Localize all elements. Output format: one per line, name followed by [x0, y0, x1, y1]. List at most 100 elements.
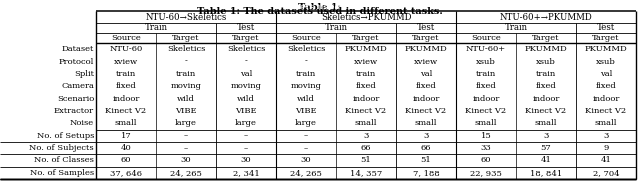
- Text: Train: Train: [504, 24, 527, 33]
- Text: –: –: [244, 132, 248, 140]
- Text: train: train: [476, 70, 496, 78]
- Text: small: small: [355, 119, 377, 127]
- Text: 3: 3: [364, 132, 369, 140]
- Text: Test: Test: [237, 24, 255, 33]
- Text: small: small: [115, 119, 137, 127]
- Text: 18, 841: 18, 841: [530, 169, 562, 177]
- Text: Table 1: The datasets used in different tasks.: Table 1: The datasets used in different …: [197, 7, 443, 16]
- Text: NTU-60: NTU-60: [109, 45, 143, 53]
- Text: –: –: [184, 144, 188, 152]
- Text: small: small: [595, 119, 617, 127]
- Text: VIBE: VIBE: [175, 107, 197, 115]
- Text: fixed: fixed: [116, 82, 136, 90]
- Text: Train: Train: [145, 24, 168, 33]
- Text: Table 1:: Table 1:: [298, 3, 342, 12]
- Text: Scenario: Scenario: [57, 95, 94, 103]
- Text: Kinect V2: Kinect V2: [586, 107, 627, 115]
- Text: Camera: Camera: [61, 82, 94, 90]
- Text: moving: moving: [291, 82, 321, 90]
- Text: Skeletics: Skeletics: [287, 45, 325, 53]
- Text: Skeletics: Skeletics: [227, 45, 265, 53]
- Text: wild: wild: [297, 95, 315, 103]
- Text: No. of Subjects: No. of Subjects: [29, 144, 94, 152]
- Text: PKUMMD: PKUMMD: [584, 45, 627, 53]
- Text: xview: xview: [354, 58, 378, 66]
- Text: 30: 30: [301, 156, 311, 165]
- Text: moving: moving: [170, 82, 202, 90]
- Text: large: large: [175, 119, 197, 127]
- Text: 22, 935: 22, 935: [470, 169, 502, 177]
- Text: Dataset: Dataset: [61, 45, 94, 53]
- Text: small: small: [475, 119, 497, 127]
- Text: 51: 51: [420, 156, 431, 165]
- Text: xview: xview: [414, 58, 438, 66]
- Text: xsub: xsub: [536, 58, 556, 66]
- Text: 2, 704: 2, 704: [593, 169, 620, 177]
- Text: Table 1: The datasets used in different tasks.: Table 1: The datasets used in different …: [209, 3, 431, 12]
- Text: 3: 3: [543, 132, 548, 140]
- Text: train: train: [296, 70, 316, 78]
- Text: xview: xview: [114, 58, 138, 66]
- Text: large: large: [295, 119, 317, 127]
- Text: 24, 265: 24, 265: [170, 169, 202, 177]
- Text: 66: 66: [361, 144, 371, 152]
- Text: NTU-60→Skeletics: NTU-60→Skeletics: [145, 12, 227, 22]
- Text: NTU-60+: NTU-60+: [466, 45, 506, 53]
- Text: 24, 265: 24, 265: [290, 169, 322, 177]
- Text: 51: 51: [360, 156, 371, 165]
- Text: -: -: [184, 58, 188, 66]
- Text: Kinect V2: Kinect V2: [346, 107, 387, 115]
- Text: wild: wild: [237, 95, 255, 103]
- Text: –: –: [244, 144, 248, 152]
- Text: Target: Target: [352, 34, 380, 42]
- Text: –: –: [304, 144, 308, 152]
- Text: train: train: [536, 70, 556, 78]
- Text: Extractor: Extractor: [54, 107, 94, 115]
- Text: 30: 30: [180, 156, 191, 165]
- Text: 7, 188: 7, 188: [413, 169, 440, 177]
- Text: 17: 17: [120, 132, 131, 140]
- Text: 15: 15: [481, 132, 492, 140]
- Text: Kinect V2: Kinect V2: [465, 107, 507, 115]
- Text: xsub: xsub: [476, 58, 496, 66]
- Text: Noise: Noise: [70, 119, 94, 127]
- Text: val: val: [420, 70, 432, 78]
- Text: –: –: [304, 132, 308, 140]
- Text: 3: 3: [423, 132, 429, 140]
- Text: Source: Source: [471, 34, 501, 42]
- Text: Target: Target: [532, 34, 560, 42]
- Text: Test: Test: [597, 24, 615, 33]
- Text: NTU-60+→PKUMMD: NTU-60+→PKUMMD: [500, 12, 593, 22]
- Text: val: val: [240, 70, 252, 78]
- Text: Protocol: Protocol: [59, 58, 94, 66]
- Text: Source: Source: [111, 34, 141, 42]
- Text: fixed: fixed: [356, 82, 376, 90]
- Text: Kinect V2: Kinect V2: [405, 107, 447, 115]
- Text: Test: Test: [417, 24, 435, 33]
- Text: Kinect V2: Kinect V2: [106, 107, 147, 115]
- Text: 37, 646: 37, 646: [110, 169, 142, 177]
- Text: wild: wild: [177, 95, 195, 103]
- Text: Train: Train: [324, 24, 348, 33]
- Text: fixed: fixed: [415, 82, 436, 90]
- Text: val: val: [600, 70, 612, 78]
- Text: Kinect V2: Kinect V2: [525, 107, 566, 115]
- Text: Source: Source: [291, 34, 321, 42]
- Text: No. of Setups: No. of Setups: [36, 132, 94, 140]
- Text: train: train: [116, 70, 136, 78]
- Text: 14, 357: 14, 357: [350, 169, 382, 177]
- Text: indoor: indoor: [472, 95, 500, 103]
- Text: Target: Target: [172, 34, 200, 42]
- Text: moving: moving: [230, 82, 262, 90]
- Text: fixed: fixed: [476, 82, 497, 90]
- Text: No. of Samples: No. of Samples: [30, 169, 94, 177]
- Text: 66: 66: [420, 144, 431, 152]
- Text: VIBE: VIBE: [235, 107, 257, 115]
- Text: Target: Target: [412, 34, 440, 42]
- Text: train: train: [356, 70, 376, 78]
- Text: Skeletics: Skeletics: [167, 45, 205, 53]
- Text: Skeletics→PKUMMD: Skeletics→PKUMMD: [321, 12, 412, 22]
- Text: train: train: [176, 70, 196, 78]
- Text: 9: 9: [604, 144, 609, 152]
- Text: 41: 41: [600, 156, 611, 165]
